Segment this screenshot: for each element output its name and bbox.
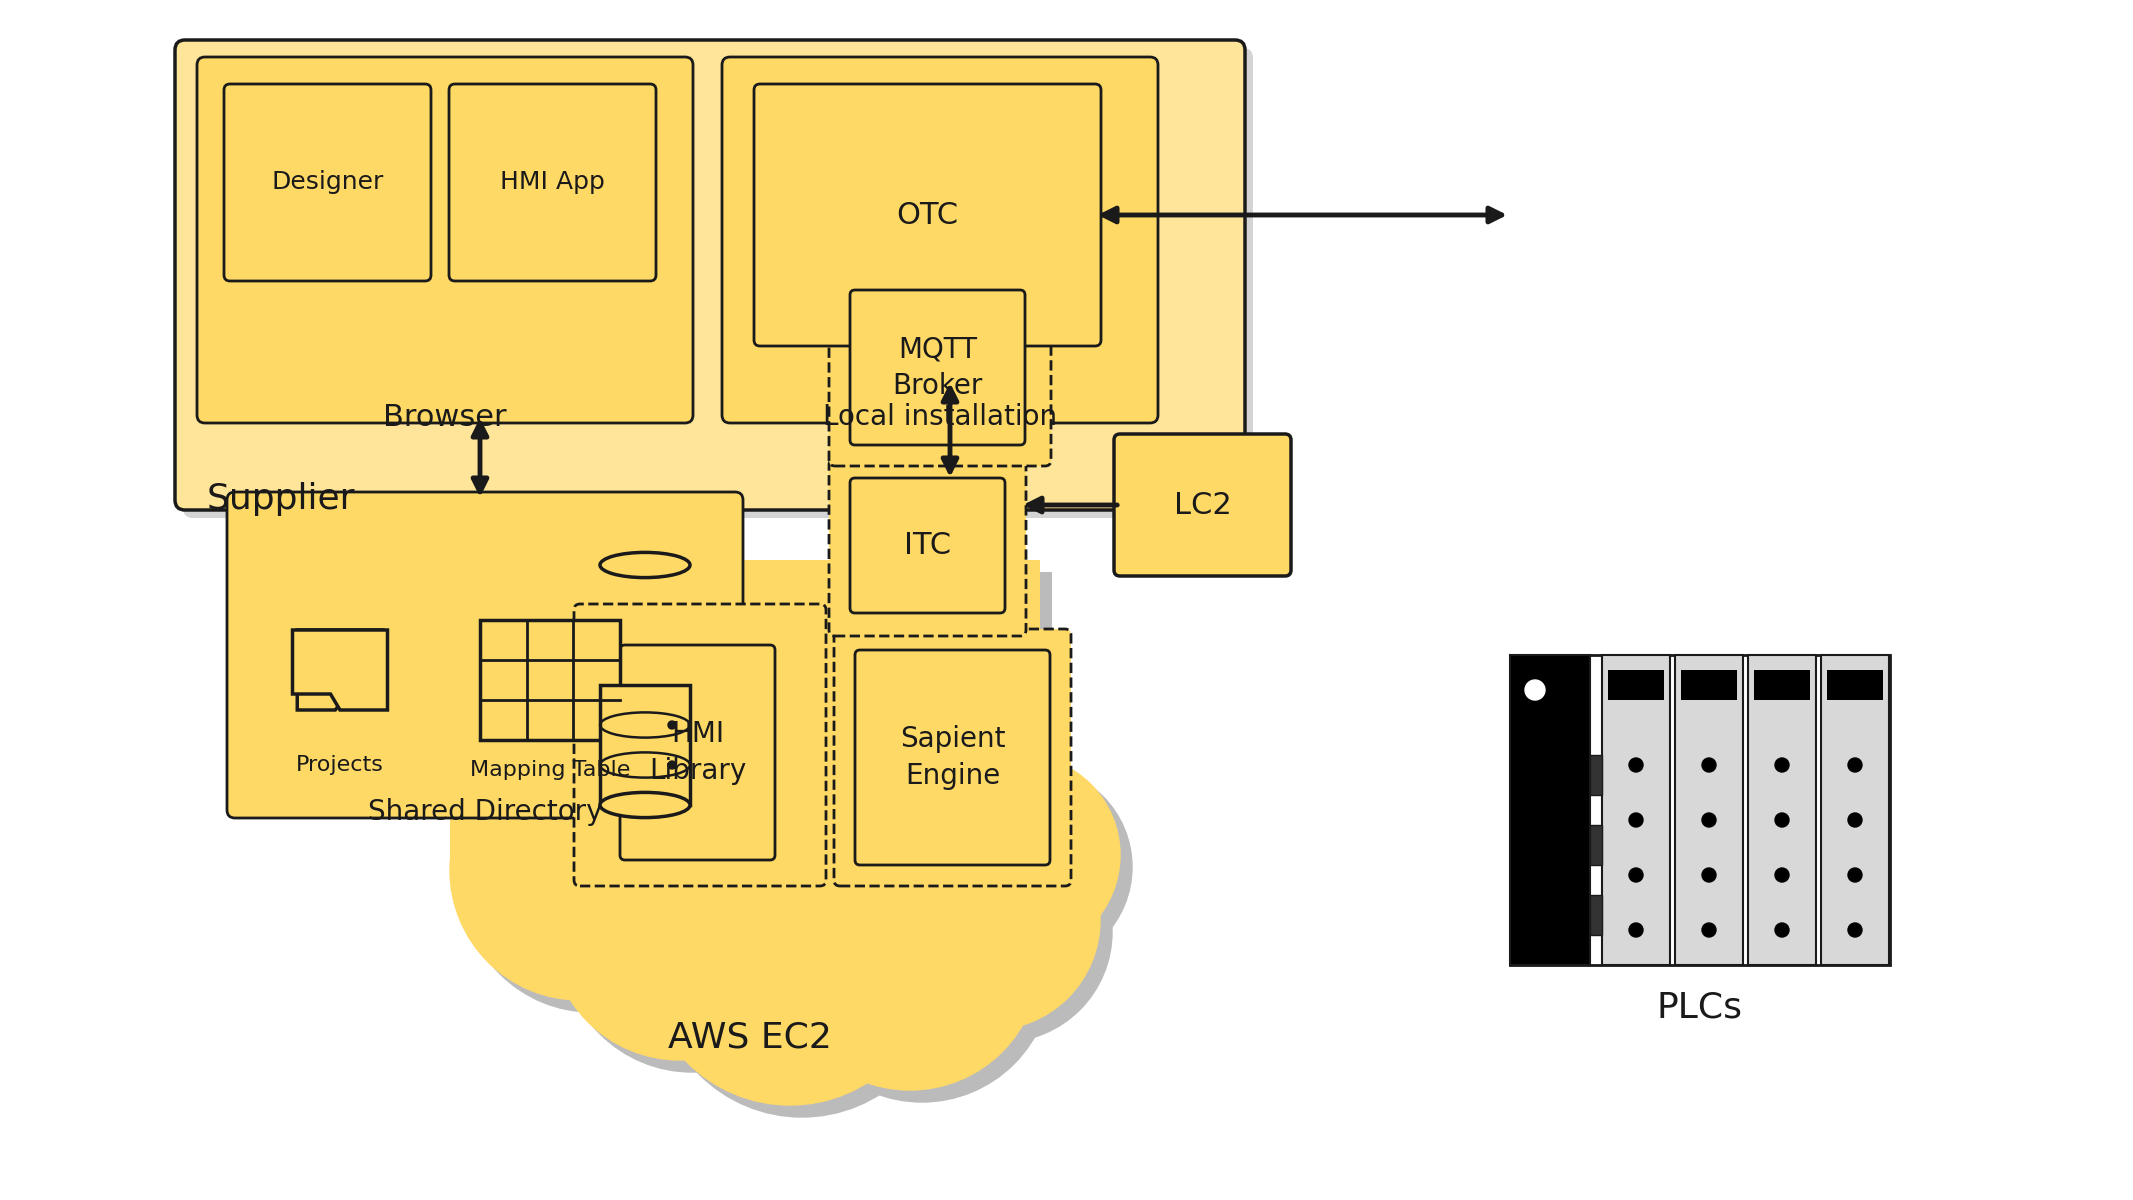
Ellipse shape	[599, 792, 689, 817]
FancyBboxPatch shape	[855, 650, 1049, 865]
Bar	[1589, 895, 1602, 935]
Text: Designer: Designer	[271, 170, 384, 194]
Bar	[480, 620, 621, 740]
Ellipse shape	[599, 552, 689, 577]
Polygon shape	[292, 630, 388, 710]
Bar	[1822, 655, 1890, 965]
Bar	[1589, 826, 1602, 865]
Circle shape	[1775, 923, 1790, 937]
FancyBboxPatch shape	[175, 40, 1246, 510]
Circle shape	[668, 721, 676, 728]
Circle shape	[1702, 758, 1717, 772]
Text: PLCs: PLCs	[1657, 990, 1743, 1024]
Circle shape	[781, 830, 1041, 1090]
Circle shape	[1630, 814, 1642, 827]
Text: Mapping Table: Mapping Table	[469, 760, 629, 780]
Circle shape	[1630, 868, 1642, 882]
Text: Sapient
Engine: Sapient Engine	[900, 725, 1005, 790]
Bar	[599, 685, 689, 805]
Circle shape	[1630, 758, 1642, 772]
FancyBboxPatch shape	[226, 492, 742, 818]
FancyBboxPatch shape	[224, 84, 431, 281]
FancyBboxPatch shape	[574, 604, 825, 886]
Text: LC2: LC2	[1173, 491, 1231, 520]
Circle shape	[881, 810, 1101, 1030]
Circle shape	[644, 815, 934, 1105]
FancyBboxPatch shape	[849, 478, 1005, 613]
Circle shape	[1702, 923, 1717, 937]
FancyBboxPatch shape	[196, 56, 693, 422]
Circle shape	[668, 761, 676, 769]
Bar	[1753, 670, 1811, 700]
Circle shape	[1775, 758, 1790, 772]
FancyBboxPatch shape	[721, 56, 1158, 422]
Circle shape	[744, 766, 975, 995]
Bar	[1510, 655, 1589, 965]
Circle shape	[1847, 923, 1862, 937]
Circle shape	[919, 755, 1120, 955]
Bar	[1828, 670, 1883, 700]
Bar	[1510, 655, 1890, 965]
Bar	[1602, 655, 1670, 965]
Text: Supplier: Supplier	[207, 482, 356, 516]
Circle shape	[932, 767, 1133, 967]
Polygon shape	[296, 630, 382, 710]
Circle shape	[599, 720, 840, 960]
Bar	[1674, 655, 1743, 965]
Text: Local installation: Local installation	[823, 403, 1058, 431]
Bar	[1681, 670, 1736, 700]
Circle shape	[1847, 814, 1862, 827]
Circle shape	[612, 732, 851, 972]
Text: HMI App: HMI App	[499, 170, 606, 194]
Text: AWS EC2: AWS EC2	[668, 1020, 832, 1054]
Circle shape	[757, 778, 988, 1007]
Circle shape	[1847, 868, 1862, 882]
Text: Browser: Browser	[384, 403, 508, 432]
Circle shape	[657, 827, 947, 1117]
FancyBboxPatch shape	[849, 290, 1026, 445]
Bar	[450, 560, 1041, 860]
Circle shape	[550, 800, 811, 1060]
Circle shape	[1775, 868, 1790, 882]
Circle shape	[1702, 868, 1717, 882]
Text: ITC: ITC	[904, 530, 951, 560]
FancyBboxPatch shape	[830, 458, 1026, 636]
Circle shape	[561, 812, 821, 1072]
FancyBboxPatch shape	[1113, 434, 1290, 576]
Circle shape	[463, 752, 721, 1012]
Circle shape	[450, 740, 710, 1000]
FancyBboxPatch shape	[830, 269, 1052, 466]
Circle shape	[1847, 758, 1862, 772]
FancyBboxPatch shape	[450, 84, 657, 281]
Bar	[463, 572, 1052, 872]
Bar	[1608, 670, 1664, 700]
Bar	[1589, 755, 1602, 794]
Text: MQTT
Broker: MQTT Broker	[892, 335, 983, 400]
Text: Projects: Projects	[296, 755, 384, 775]
Circle shape	[791, 842, 1052, 1102]
Text: Shared Directory: Shared Directory	[367, 798, 602, 826]
Circle shape	[892, 822, 1111, 1042]
Circle shape	[1702, 814, 1717, 827]
FancyBboxPatch shape	[753, 84, 1101, 346]
FancyBboxPatch shape	[834, 629, 1071, 886]
Bar	[1749, 655, 1815, 965]
Text: OTC: OTC	[896, 200, 958, 229]
Circle shape	[1775, 814, 1790, 827]
Circle shape	[1630, 923, 1642, 937]
Circle shape	[1525, 680, 1544, 700]
FancyBboxPatch shape	[621, 646, 774, 860]
FancyBboxPatch shape	[183, 48, 1252, 518]
Text: HMI
Library: HMI Library	[648, 720, 747, 785]
